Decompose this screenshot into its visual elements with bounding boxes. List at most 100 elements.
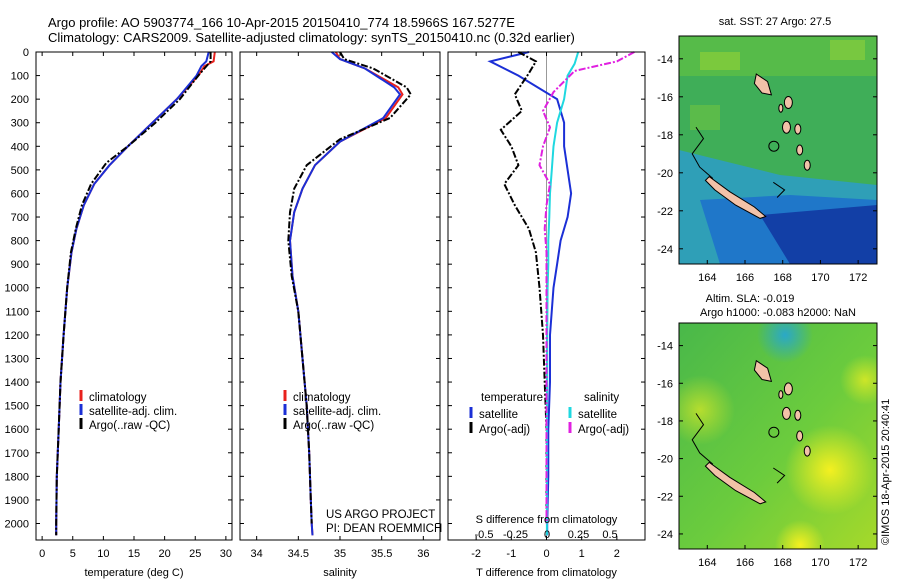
vanuatu-island <box>781 120 791 134</box>
temperature-profile-frame <box>35 51 233 541</box>
map-y-tick-label: -18 <box>657 416 673 428</box>
legend-label: climatology <box>89 392 147 404</box>
temperature-profile-series-argo-raw-qc- <box>55 52 212 536</box>
x-tick-label: -2 <box>471 548 481 560</box>
sst-map-field <box>679 36 877 264</box>
salinity-profile-series-satellite-adj-clim- <box>288 51 402 536</box>
salinity-diff-tick: 0 <box>544 529 550 541</box>
y-tick-label: 700 <box>11 212 29 224</box>
sla-map-title: Altim. SLA: -0.019 <box>706 293 795 305</box>
y-tick-label: 1400 <box>5 377 29 389</box>
vanuatu-island <box>781 406 791 420</box>
title-line-1: Argo profile: AO 5903774_166 10-Apr-2015… <box>48 15 515 30</box>
difference-profile-series-temperature-satellite <box>487 51 573 536</box>
temperature-profile-series-satellite-adj-clim- <box>55 51 210 536</box>
y-tick-label: 900 <box>11 259 29 271</box>
difference-profile-series-temperature-argo-adj- <box>499 51 548 524</box>
salinity-diff-tick: 0.5 <box>602 529 617 541</box>
x-tick-label: 5 <box>70 548 76 560</box>
y-tick-label: 800 <box>11 236 29 248</box>
y-tick-label: 1900 <box>5 495 29 507</box>
x-tick-label: 35.5 <box>371 548 392 560</box>
sst-map-title: sat. SST: 27 Argo: 27.5 <box>719 16 832 28</box>
legend-header-temperature: temperature <box>481 392 543 404</box>
map-y-tick-label: -16 <box>657 92 673 104</box>
y-tick-label: 200 <box>11 94 29 106</box>
map-y-tick-label: -14 <box>657 341 673 353</box>
y-tick-label: 2000 <box>5 518 29 530</box>
y-tick-label: 1600 <box>5 424 29 436</box>
map-x-tick-label: 168 <box>774 557 792 569</box>
loyalty-islands <box>773 467 786 484</box>
y-tick-label: 1200 <box>5 330 29 342</box>
salinity-profile-panel: 34 34.5 35 35.5 36 salinity climatology satelli… <box>239 51 442 579</box>
temperature-profile-series-climatology <box>55 51 216 536</box>
legend-label: satellite-adj. clim. <box>293 406 381 418</box>
map-x-tick-label: 168 <box>774 272 792 284</box>
salinity-diff-label: S difference from climatology <box>476 514 618 526</box>
legend-label: Argo(-adj) <box>578 424 629 436</box>
sst-map-panel: 164 166 168 170 172 -14 -16 -18 -20 -22 -24 sat. SS… <box>657 16 878 284</box>
legend-label: satellite-adj. clim. <box>89 406 177 418</box>
difference-profile-series-salinity-satellite <box>545 51 580 536</box>
new-caledonia-island <box>704 175 767 219</box>
map-y-tick-label: -20 <box>657 454 673 466</box>
salinity-profile-xlabel: salinity <box>323 567 357 579</box>
legend-label: Argo(..raw -QC) <box>89 420 170 432</box>
vanuatu-island <box>796 144 804 156</box>
title-line-2: Climatology: CARS2009. Satellite-adjuste… <box>48 30 575 45</box>
x-tick-label: 34.5 <box>288 548 309 560</box>
legend-label: climatology <box>293 392 351 404</box>
x-tick-label: 15 <box>128 548 140 560</box>
y-tick-label: 600 <box>11 188 29 200</box>
y-tick-label: 1100 <box>5 306 29 318</box>
map-x-tick-label: 170 <box>811 557 829 569</box>
project-annotation: US ARGO PROJECT <box>326 509 435 521</box>
vanuatu-island <box>794 409 802 421</box>
sla-map-panel: 164 166 168 170 172 -14 -16 -18 -20 -22 -24 Altim. … <box>657 293 878 569</box>
salinity-profile-frame <box>239 51 441 541</box>
x-tick-label: 2 <box>614 548 620 560</box>
legend-label: satellite <box>479 409 518 421</box>
espiritu-santo-island <box>753 73 773 96</box>
y-tick-label: 1800 <box>5 471 29 483</box>
temperature-profile-panel: 0 5 10 15 20 25 30 temperature (deg C) 0 100 200 30… <box>5 47 233 579</box>
legend-label: satellite <box>578 409 617 421</box>
y-tick-label: 1700 <box>5 448 29 460</box>
x-tick-label: 35 <box>334 548 346 560</box>
map-y-tick-label: -16 <box>657 378 673 390</box>
map-y-tick-label: -24 <box>657 529 673 541</box>
y-tick-label: 500 <box>11 165 29 177</box>
x-tick-label: 20 <box>159 548 171 560</box>
sla-map-field <box>679 323 877 549</box>
argo-float-marker <box>768 140 780 152</box>
salinity-diff-tick: 0.25 <box>568 529 589 541</box>
salinity-profile-series-argo-raw-qc- <box>287 51 413 524</box>
y-tick-label: 1500 <box>5 401 29 413</box>
map-x-tick-label: 170 <box>811 272 829 284</box>
vanuatu-island <box>803 445 811 457</box>
salinity-diff-tick: -0.5 <box>475 529 494 541</box>
vanuatu-island <box>783 382 793 396</box>
x-tick-label: 25 <box>189 548 201 560</box>
y-tick-label: 0 <box>23 47 29 59</box>
legend-header-salinity: salinity <box>584 392 619 404</box>
argo-float-marker <box>768 426 780 438</box>
reef-contour <box>691 126 714 179</box>
reef-contour <box>691 413 714 465</box>
vanuatu-island <box>778 103 784 113</box>
map-x-tick-label: 166 <box>736 557 754 569</box>
y-tick-label: 1300 <box>5 353 29 365</box>
x-tick-label: 30 <box>220 548 232 560</box>
difference-profile-panel: -2 -1 0 1 2 T difference from climatology temp… <box>447 51 646 579</box>
y-tick-label: 300 <box>11 118 29 130</box>
sst-map-frame <box>678 35 878 265</box>
map-x-tick-label: 172 <box>849 557 867 569</box>
difference-profile-series-salinity-argo-adj- <box>538 51 635 524</box>
sla-map-frame <box>678 322 878 550</box>
y-tick-label: 100 <box>11 71 29 83</box>
vanuatu-island <box>783 96 793 109</box>
y-tick-label: 400 <box>11 141 29 153</box>
map-y-tick-label: -22 <box>657 491 673 503</box>
x-tick-label: 10 <box>97 548 109 560</box>
